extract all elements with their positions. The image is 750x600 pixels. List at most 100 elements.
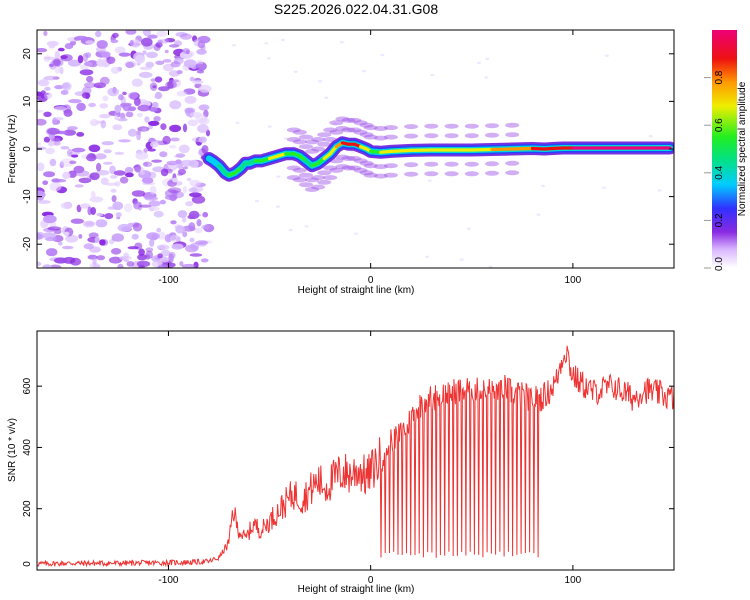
- ridge-sideband: [464, 123, 479, 129]
- noise-blob: [159, 151, 168, 158]
- noise-blob: [96, 40, 108, 49]
- noise-blob: [156, 227, 162, 233]
- noise-blob: [127, 92, 139, 100]
- ridge-sideband: [335, 116, 350, 122]
- ridge-sideband: [347, 117, 362, 123]
- noise-blob: [127, 246, 139, 250]
- noise-blob: [43, 56, 57, 60]
- spectrogram-ytick-label: -10: [22, 189, 33, 204]
- noise-blob: [149, 206, 155, 212]
- ridge-sideband: [424, 171, 439, 177]
- ridge-sideband: [359, 122, 374, 128]
- noise-blob: [89, 119, 99, 127]
- noise-blob: [47, 127, 60, 135]
- noise-blob: [110, 188, 117, 193]
- ridge-core-segment: [369, 149, 383, 154]
- ridge-sideband: [299, 182, 313, 188]
- noise-blob: [43, 171, 56, 178]
- noise-speck: [266, 57, 271, 60]
- ridge-sideband: [373, 126, 388, 131]
- ridge-sideband: [464, 133, 479, 139]
- noise-blob: [165, 81, 177, 89]
- noise-speck: [354, 232, 359, 235]
- noise-blob: [74, 184, 84, 188]
- spectrogram-xtick-label: -100: [158, 275, 178, 286]
- noise-blob: [63, 231, 70, 237]
- noise-blob: [167, 187, 182, 194]
- noise-blob: [192, 80, 204, 85]
- ridge-sideband: [341, 117, 356, 123]
- ridge-sideband: [329, 129, 344, 135]
- noise-blob: [87, 206, 92, 216]
- noise-speck: [648, 135, 653, 138]
- ridge-sideband: [485, 161, 499, 167]
- ridge-sideband: [363, 163, 378, 169]
- noise-blob: [111, 195, 117, 203]
- noise-blob: [162, 59, 172, 63]
- noise-blob: [162, 135, 171, 145]
- ridge-sideband: [363, 125, 378, 131]
- ridge-sideband: [317, 179, 332, 185]
- noise-blob: [125, 111, 134, 118]
- noise-blob: [63, 129, 76, 136]
- noise-blob: [95, 30, 102, 38]
- noise-speck: [318, 80, 323, 83]
- noise-blob: [96, 212, 104, 217]
- noise-blob: [196, 219, 202, 227]
- noise-blob: [133, 201, 142, 210]
- noise-speck: [362, 69, 367, 73]
- noise-blob: [178, 144, 190, 154]
- ridge-sideband: [317, 170, 332, 176]
- noise-blob: [175, 159, 182, 164]
- noise-blob: [110, 175, 118, 179]
- noise-blob: [112, 32, 119, 38]
- noise-blob: [100, 120, 107, 129]
- noise-blob: [148, 120, 160, 126]
- ridge-sideband: [311, 184, 326, 190]
- noise-blob: [142, 161, 153, 168]
- colorbar-tick-label: 0.2: [714, 213, 725, 227]
- noise-blob: [45, 237, 57, 242]
- noise-blob: [189, 111, 203, 118]
- noise-blob: [123, 203, 133, 213]
- noise-blob: [110, 248, 122, 255]
- noise-blob: [149, 238, 155, 247]
- noise-blob: [152, 101, 159, 108]
- noise-blob: [67, 126, 78, 131]
- noise-blob: [146, 51, 158, 59]
- noise-blob: [63, 109, 73, 117]
- noise-blob: [61, 245, 74, 250]
- ridge-sideband: [505, 170, 520, 176]
- noise-blob: [142, 50, 147, 55]
- noise-blob: [197, 124, 209, 133]
- noise-blob: [144, 196, 158, 201]
- noise-speck: [536, 213, 541, 216]
- ridge-sideband: [323, 175, 338, 181]
- noise-blob: [89, 246, 101, 253]
- ridge-sideband: [505, 160, 520, 166]
- noise-speck: [466, 227, 471, 230]
- noise-blob: [189, 76, 195, 82]
- noise-blob: [177, 172, 184, 176]
- ridge-sideband: [347, 127, 362, 133]
- ridge-sideband: [323, 127, 338, 133]
- noise-blob: [164, 49, 169, 54]
- spectrogram-xtick-label: 100: [565, 275, 582, 286]
- ridge-sideband: [347, 165, 362, 171]
- ridge-sideband: [485, 132, 499, 138]
- noise-speck: [605, 54, 609, 57]
- noise-speck: [324, 96, 329, 99]
- ridge-sideband: [383, 125, 398, 131]
- snr-xtick-label: 100: [565, 575, 582, 586]
- noise-blob: [144, 116, 150, 123]
- noise-blob: [71, 154, 79, 158]
- noise-blob: [85, 40, 95, 45]
- noise-blob: [198, 104, 210, 111]
- noise-blob: [70, 218, 84, 224]
- noise-speck: [255, 199, 259, 203]
- noise-speck: [657, 189, 662, 192]
- noise-blob: [125, 30, 137, 35]
- ridge-sideband: [341, 127, 356, 133]
- ridge-sideband: [311, 146, 326, 152]
